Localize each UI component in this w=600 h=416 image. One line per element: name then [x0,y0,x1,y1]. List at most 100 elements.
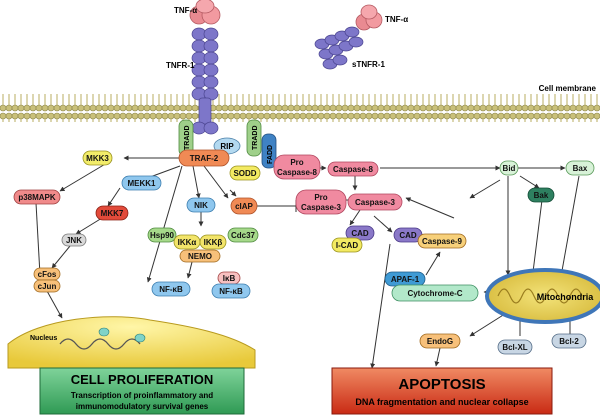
sodd-shape [229,165,261,181]
pro-caspase-3-shape [295,189,347,215]
adapter-complex: TRADD TRADD FADD RIP [178,119,277,169]
soluble-tnf-complex [314,4,383,70]
pro-caspase-8-shape [273,154,321,180]
tnf-alpha-trimer [189,0,221,25]
icad-shape [331,237,363,253]
node-nik: NIK [186,197,216,213]
fadd-label: FADD [267,145,274,164]
stnfr1-label: sTNFR-1 [352,60,385,69]
node-sodd: SODD [229,165,261,181]
nucleus-label: Nucleus [30,335,57,342]
node-cytochrome-c: Cytochrome-C [391,284,479,302]
cytochrome-c-shape [391,284,479,302]
node-cad: CAD [345,225,375,241]
pro-caspase-8-label-line1: Pro [290,158,303,167]
pro-caspase-8-label-line2: Caspase-8 [277,168,318,177]
node-cjun: cJun [33,279,61,293]
tradd-left-label: TRADD [184,126,191,151]
endog-shape [419,333,461,349]
nfkb-bound-label: NF-κB [219,287,243,296]
bax-label: Bax [573,164,588,173]
ikkb-shape [199,234,227,250]
cjun-shape [33,279,61,293]
node-bak: Bak [527,187,555,203]
caspase9-shape [417,233,467,249]
jnk-label: JNK [66,236,82,245]
nfkb-free-label: NF-κB [159,285,183,294]
nik-shape [186,197,216,213]
node-mekk1: MEKK1 [121,175,162,191]
node-ciap: cIAP [230,197,258,215]
node-hsp90: Hsp90 [147,227,177,243]
tradd-right-label: TRADD [252,126,259,151]
nemo-label: NEMO [188,252,212,261]
apoptosis-line1: DNA fragmentation and nuclear collapse [355,397,528,407]
cjun-label: cJun [38,282,57,291]
mkk7-shape [95,205,129,221]
node-cfos: cFos [33,267,61,281]
bclxl-label: Bcl-XL [502,343,527,352]
protein-nodes: TRAF-2 MKK3 MEKK1 SODD Caspase-8 Bid Bax Bak p38… [13,149,595,355]
caspase3-shape [347,193,403,211]
node-endog: EndoG [419,333,461,349]
nucleus [7,316,256,369]
cell-membrane [0,94,600,122]
cell-membrane-label: Cell membrane [539,84,597,93]
tnfr1-label: TNFR-1 [166,61,195,70]
proliferation-line1: Transcription of proinflammatory and [71,391,213,400]
nemo-shape [179,249,221,263]
caspase9-label: Caspase-9 [422,237,463,246]
cdc37-shape [227,227,259,243]
cdc37-label: Cdc37 [231,231,256,240]
pro-caspase-3-label-line1: Pro [314,193,327,202]
bid-shape [499,160,519,176]
bak-label: Bak [534,191,549,200]
ikkb-label: IKKβ [204,238,223,247]
rip-label: RIP [220,142,234,151]
bcl2-label: Bcl-2 [559,337,579,346]
ciap-label: cIAP [235,202,253,211]
node-bax: Bax [565,160,595,176]
node-apaf1: APAF-1 [384,271,426,287]
apoptosis-box: APOPTOSIS DNA fragmentation and nuclear … [331,367,553,415]
jnk-shape [61,233,87,247]
hsp90-shape [147,227,177,243]
mekk1-shape [121,175,162,191]
apaf1-label: APAF-1 [391,275,420,284]
bclxl-shape [497,339,533,355]
tnfr1-receptor [191,27,219,135]
mekk1-label: MEKK1 [127,179,156,188]
mkk3-shape [82,150,113,166]
node-mkk7: MKK7 [95,205,129,221]
soluble-tnf-alpha-label: TNF-α [385,15,408,24]
hsp90-label: Hsp90 [150,231,175,240]
nfkb-bound-shape [211,283,251,299]
proliferation-line2: immunomodulatory survival genes [76,402,209,411]
node-bclxl: Bcl-XL [497,339,533,355]
node-icad: I-CAD [331,237,363,253]
caspase3-label: Caspase-3 [355,198,396,207]
endog-label: EndoG [427,337,453,346]
tnf-alpha-label: TNF-α [174,6,197,15]
node-ikb: IκB [217,271,241,285]
p38mapk-shape [13,189,61,205]
nfkb-free-shape [151,281,191,297]
node-caspase9: Caspase-9 [417,233,467,249]
node-nfkb-bound: NF-κB [211,283,251,299]
node-ikkb: IKKβ [199,234,227,250]
node-caspase8: Caspase-8 [327,161,379,177]
traf2-shape [178,149,230,167]
bid-label: Bid [503,164,516,173]
ciap-shape [230,197,258,215]
icad-label: I-CAD [336,241,358,250]
mitochondria-label: Mitochondria [537,292,594,302]
traf2-label: TRAF-2 [190,154,219,163]
apoptosis-title: APOPTOSIS [398,376,485,393]
node-p38mapk: p38MAPK [13,189,61,205]
caspase8-shape [327,161,379,177]
proliferation-box: CELL PROLIFERATION Transcription of proi… [39,367,245,415]
ikka-label: IKKα [178,238,197,247]
